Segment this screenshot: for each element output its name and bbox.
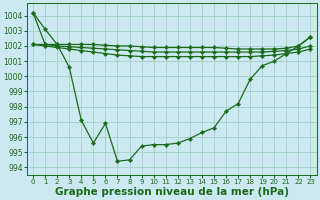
X-axis label: Graphe pression niveau de la mer (hPa): Graphe pression niveau de la mer (hPa) bbox=[55, 187, 289, 197]
